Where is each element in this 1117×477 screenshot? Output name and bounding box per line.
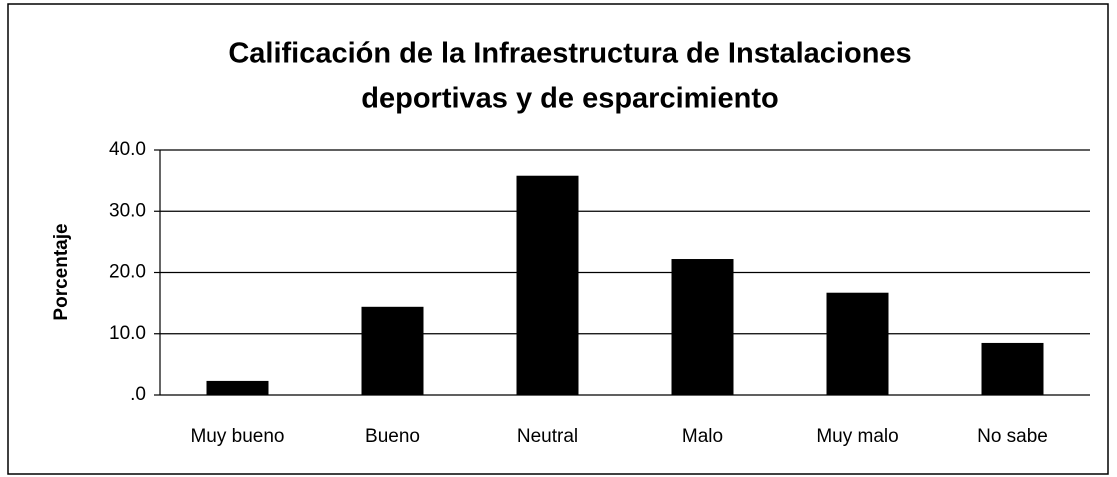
y-axis-label: Porcentaje — [51, 223, 72, 320]
bar — [516, 175, 579, 395]
y-tick-label: 40.0 — [109, 139, 146, 160]
y-tick-label: 20.0 — [109, 262, 146, 283]
bar — [361, 306, 424, 395]
y-tick-label: 10.0 — [109, 323, 146, 344]
chart-title: Calificación de la Infraestructura de In… — [228, 38, 911, 70]
bar — [981, 342, 1044, 395]
bar — [206, 380, 269, 395]
x-tick-label: Muy malo — [816, 426, 898, 447]
x-tick-label: No sabe — [977, 426, 1048, 447]
bar — [826, 292, 889, 395]
chart-frame — [7, 3, 1109, 475]
y-tick-label: .0 — [130, 384, 146, 405]
x-tick-label: Bueno — [365, 426, 420, 447]
chart-title: deportivas y de esparcimiento — [361, 83, 778, 115]
x-tick-label: Neutral — [517, 426, 578, 447]
x-tick-label: Malo — [682, 426, 723, 447]
x-tick-label: Muy bueno — [190, 426, 284, 447]
y-tick-label: 30.0 — [109, 200, 146, 221]
bar — [671, 259, 734, 395]
